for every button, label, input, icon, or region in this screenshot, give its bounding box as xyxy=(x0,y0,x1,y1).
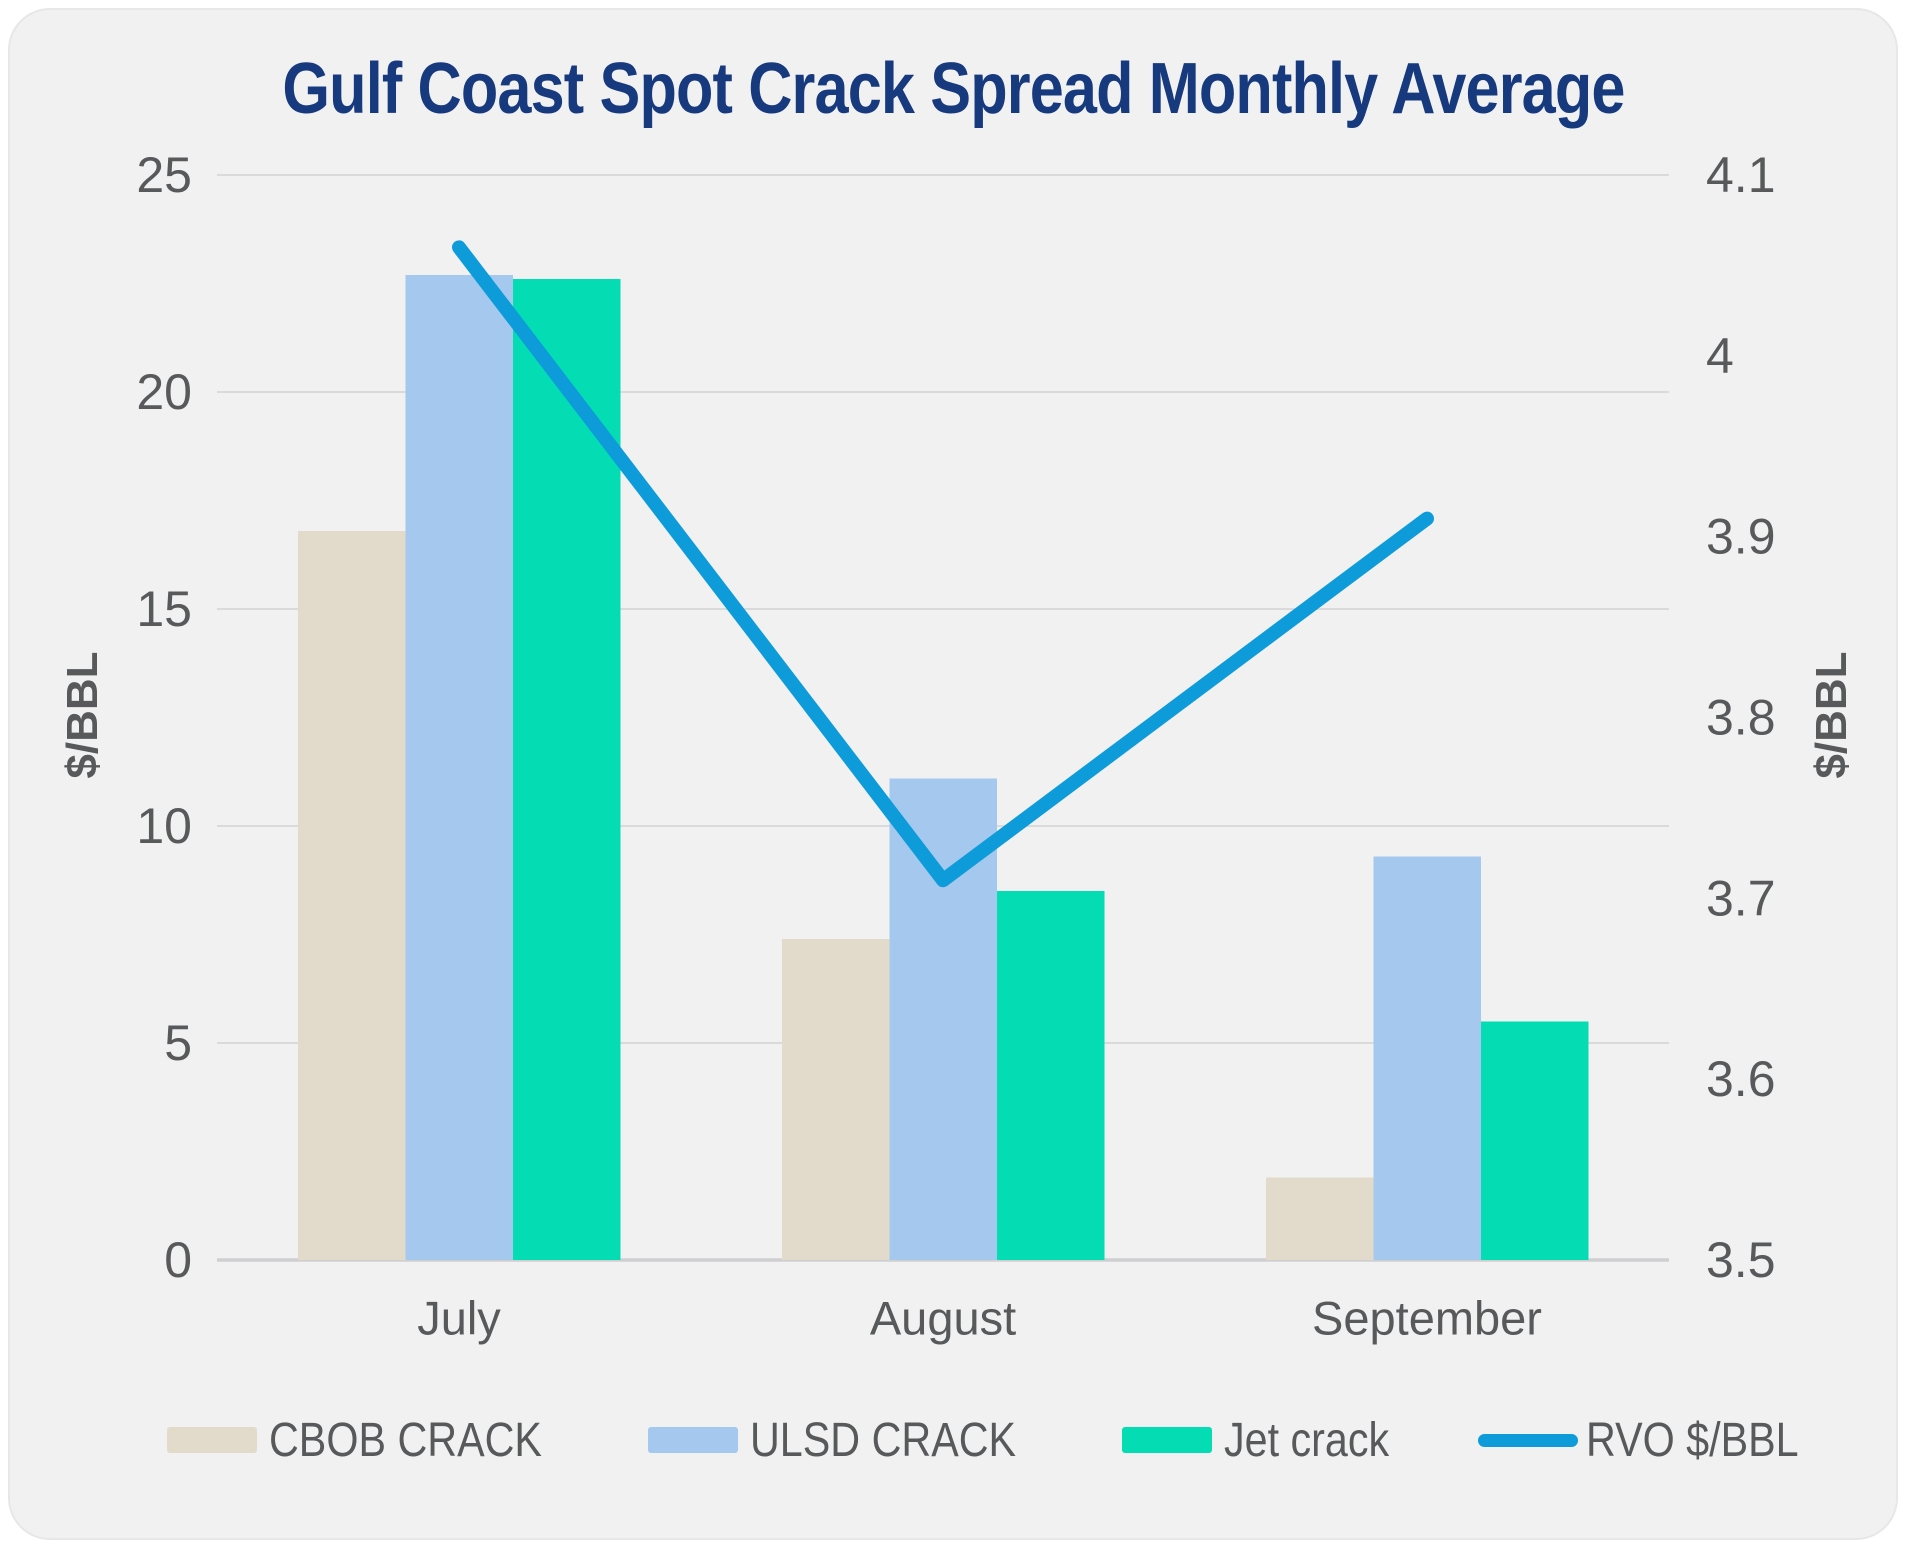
legend-item-cbob-crack[interactable]: CBOB CRACK xyxy=(167,1413,586,1468)
right-tick-label-3-9: 3.9 xyxy=(1706,509,1776,565)
bar-july-cbob-crack[interactable] xyxy=(297,530,406,1260)
rvo-bbl-line[interactable] xyxy=(452,240,1434,888)
ulsd-crack-swatch xyxy=(648,1427,739,1453)
left-tick-label-25: 25 xyxy=(136,147,192,203)
bar-september-ulsd-crack[interactable] xyxy=(1373,856,1481,1260)
chart-title-text: Gulf Coast Spot Crack Spread Monthly Ave… xyxy=(281,49,1625,129)
legend-item-ulsd-crack[interactable]: ULSD CRACK xyxy=(648,1413,1059,1468)
jet-crack-swatch xyxy=(1121,1427,1212,1453)
chart-title: Gulf Coast Spot Crack Spread Monthly Ave… xyxy=(0,48,1906,130)
right-tick-label-3-5: 3.5 xyxy=(1706,1232,1776,1288)
month-label-august: August xyxy=(870,1292,1016,1345)
bar-july-ulsd-crack[interactable] xyxy=(405,274,513,1260)
legend: CBOB CRACK ULSD CRACK Jet crack RVO $/BB… xyxy=(167,1412,1895,1468)
rvo-line-swatch xyxy=(1477,1433,1578,1447)
right-tick-label-4: 4 xyxy=(1706,328,1734,384)
legend-label-rvo: RVO $/BBL xyxy=(1585,1413,1799,1467)
month-label-july: July xyxy=(417,1292,501,1345)
right-tick-label-3-6: 3.6 xyxy=(1706,1051,1776,1107)
left-tick-label-10: 10 xyxy=(136,798,192,854)
bar-august-jet-crack[interactable] xyxy=(996,891,1105,1260)
cbob-crack-swatch xyxy=(167,1427,257,1453)
legend-item-jet-crack[interactable]: Jet crack xyxy=(1121,1413,1416,1468)
right-axis-title: $/BBL xyxy=(1807,651,1856,779)
left-tick-label-0: 0 xyxy=(164,1232,192,1288)
legend-label-ulsd-crack: ULSD CRACK xyxy=(750,1413,1017,1467)
legend-label-cbob-crack: CBOB CRACK xyxy=(269,1413,542,1467)
left-tick-label-5: 5 xyxy=(164,1015,192,1071)
right-tick-label-4-1: 4.1 xyxy=(1706,147,1776,203)
left-axis-title: $/BBL xyxy=(58,651,107,779)
legend-item-rvo[interactable]: RVO $/BBL xyxy=(1477,1413,1833,1468)
bar-august-cbob-crack[interactable] xyxy=(781,938,890,1260)
left-tick-label-15: 15 xyxy=(136,581,192,637)
right-tick-label-3-8: 3.8 xyxy=(1706,690,1776,746)
right-tick-label-3-7: 3.7 xyxy=(1706,870,1776,926)
month-label-september: September xyxy=(1312,1292,1542,1345)
legend-label-jet-crack: Jet crack xyxy=(1223,1413,1389,1467)
bar-september-cbob-crack[interactable] xyxy=(1265,1177,1374,1260)
left-tick-label-20: 20 xyxy=(136,364,192,420)
bar-september-jet-crack[interactable] xyxy=(1480,1021,1589,1260)
